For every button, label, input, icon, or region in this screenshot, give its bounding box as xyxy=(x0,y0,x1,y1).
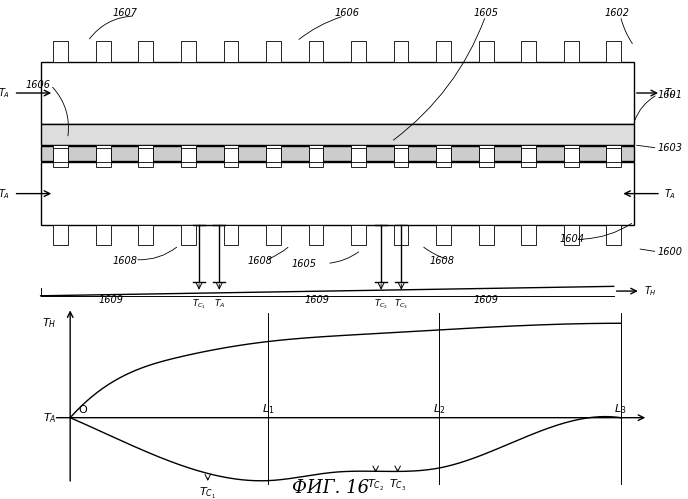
Text: 1609: 1609 xyxy=(305,295,330,305)
Text: 1603: 1603 xyxy=(658,143,682,153)
Text: O: O xyxy=(78,405,87,415)
Bar xyxy=(96,148,111,162)
Bar xyxy=(181,145,196,167)
Bar xyxy=(351,148,366,162)
Text: 1600: 1600 xyxy=(658,247,682,257)
Bar xyxy=(436,145,451,167)
Bar xyxy=(266,41,281,61)
Bar xyxy=(96,41,111,61)
Text: 1605: 1605 xyxy=(473,8,498,18)
Bar xyxy=(436,225,451,246)
Bar xyxy=(309,41,323,61)
Text: 1609: 1609 xyxy=(99,295,124,305)
Bar xyxy=(479,148,493,162)
Bar xyxy=(394,148,409,162)
Bar xyxy=(436,148,451,162)
Text: 1607: 1607 xyxy=(112,8,138,18)
Text: $T_H$: $T_H$ xyxy=(665,86,677,100)
Text: $L_3$: $L_3$ xyxy=(614,402,627,416)
Bar xyxy=(181,41,196,61)
Text: $L_2$: $L_2$ xyxy=(433,402,445,416)
Bar xyxy=(138,225,153,246)
Text: 1609: 1609 xyxy=(473,295,498,305)
Text: $T_H$: $T_H$ xyxy=(644,284,657,298)
Bar xyxy=(309,225,323,246)
Text: $T_A$: $T_A$ xyxy=(213,297,225,310)
Bar xyxy=(96,225,111,246)
Text: 1606: 1606 xyxy=(335,8,360,18)
Bar xyxy=(394,41,409,61)
Text: $L_1$: $L_1$ xyxy=(262,402,275,416)
Bar xyxy=(224,145,238,167)
Text: 1602: 1602 xyxy=(605,8,630,18)
Bar xyxy=(351,145,366,167)
Bar xyxy=(54,148,68,162)
Bar xyxy=(606,148,621,162)
Bar xyxy=(41,124,634,145)
Text: 1605: 1605 xyxy=(291,259,316,269)
Text: $T_A$: $T_A$ xyxy=(0,187,10,201)
Text: $T_{C_2}$: $T_{C_2}$ xyxy=(367,478,384,493)
Bar xyxy=(563,41,579,61)
Text: $T_{C_1}$: $T_{C_1}$ xyxy=(200,486,216,499)
Bar xyxy=(522,225,536,246)
Bar xyxy=(606,145,621,167)
Bar xyxy=(563,145,579,167)
Bar xyxy=(41,162,634,225)
Text: 1601: 1601 xyxy=(658,90,682,100)
Bar xyxy=(606,41,621,61)
Bar xyxy=(224,225,238,246)
Bar xyxy=(563,148,579,162)
Bar xyxy=(522,148,536,162)
Bar xyxy=(351,225,366,246)
Bar xyxy=(54,225,68,246)
Bar xyxy=(394,145,409,167)
Text: $T_{C_3}$: $T_{C_3}$ xyxy=(389,478,407,493)
Bar xyxy=(522,41,536,61)
Text: $T_A$: $T_A$ xyxy=(665,187,676,201)
Bar xyxy=(479,145,493,167)
Text: 1604: 1604 xyxy=(560,234,585,244)
Text: 1608: 1608 xyxy=(247,256,272,266)
Bar xyxy=(436,41,451,61)
Bar xyxy=(309,148,323,162)
Text: $T_{C_1}$: $T_{C_1}$ xyxy=(192,297,206,311)
Bar xyxy=(309,145,323,167)
Bar xyxy=(394,225,409,246)
Text: $T_H$: $T_H$ xyxy=(42,316,56,330)
Bar xyxy=(181,225,196,246)
Bar xyxy=(138,41,153,61)
Bar xyxy=(54,41,68,61)
Bar xyxy=(181,148,196,162)
Bar xyxy=(266,225,281,246)
Bar xyxy=(563,225,579,246)
Text: $T_A$: $T_A$ xyxy=(43,411,56,425)
Text: $T_A$: $T_A$ xyxy=(0,86,10,100)
Text: $T_{C_2}$: $T_{C_2}$ xyxy=(374,297,388,311)
Bar xyxy=(479,41,493,61)
Bar xyxy=(266,148,281,162)
Bar xyxy=(41,61,634,124)
Bar xyxy=(266,145,281,167)
Text: 1606: 1606 xyxy=(25,80,51,90)
Bar xyxy=(138,148,153,162)
Bar xyxy=(138,145,153,167)
Bar xyxy=(224,148,238,162)
Bar xyxy=(522,145,536,167)
Bar xyxy=(96,145,111,167)
Bar xyxy=(606,225,621,246)
Text: ФИГ. 16: ФИГ. 16 xyxy=(292,479,369,497)
Text: 1608: 1608 xyxy=(112,256,138,266)
Bar xyxy=(54,145,68,167)
Bar xyxy=(224,41,238,61)
Bar xyxy=(41,146,634,161)
Text: 1608: 1608 xyxy=(429,256,454,266)
Text: $T_{C_3}$: $T_{C_3}$ xyxy=(394,297,409,311)
Bar xyxy=(351,41,366,61)
Bar xyxy=(479,225,493,246)
